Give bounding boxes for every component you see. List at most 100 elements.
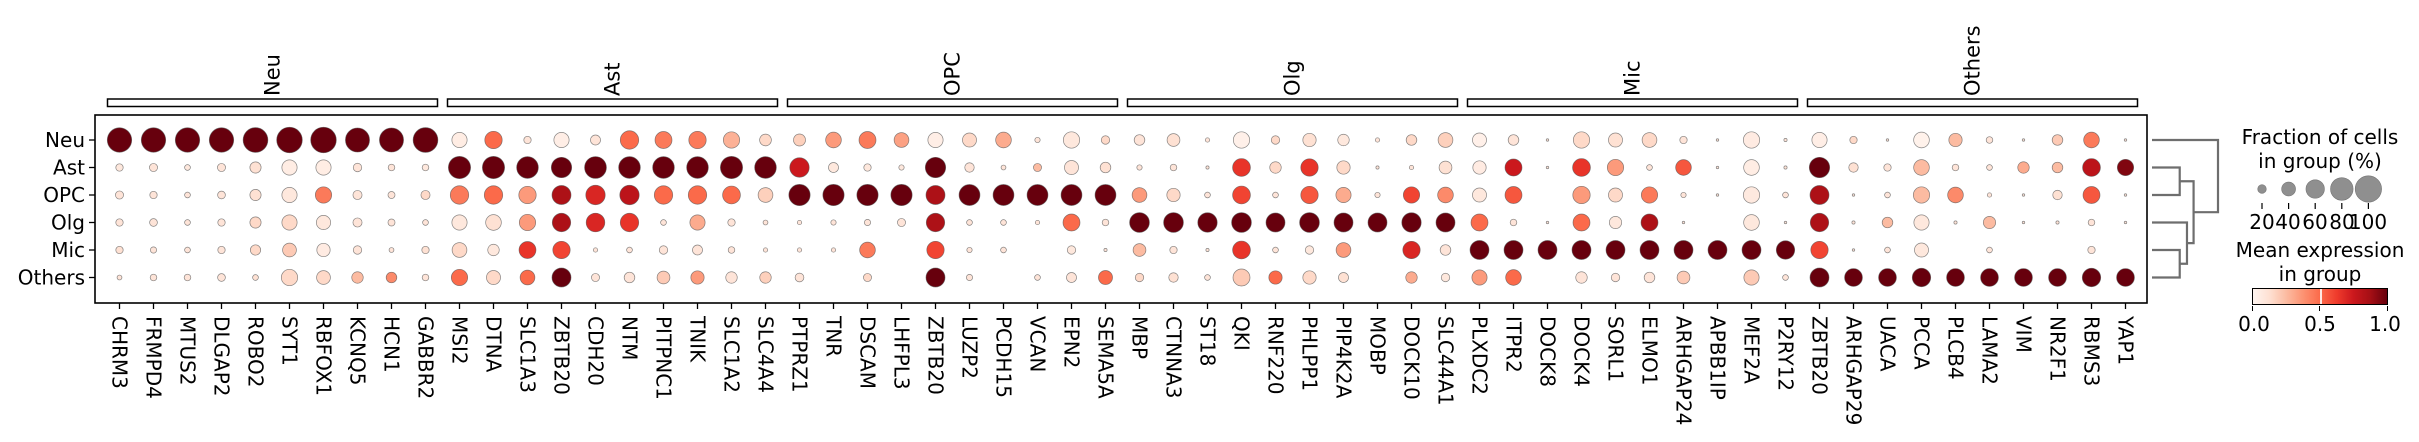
expression-dot — [619, 130, 640, 150]
expression-dot — [422, 219, 429, 226]
expression-dot — [316, 270, 331, 285]
expression-dot — [2014, 268, 2033, 287]
expression-dot — [249, 244, 262, 256]
group-bracket-olg — [1126, 98, 1459, 108]
colorbar-tick-0 — [2252, 306, 2254, 311]
gene-label: ZBTB20 — [1808, 316, 1832, 395]
expression-dot — [796, 219, 803, 226]
expression-dot — [762, 247, 769, 253]
expression-dot — [1507, 134, 1520, 146]
gene-label: CTNNA3 — [1162, 316, 1186, 399]
expression-dot — [486, 270, 501, 285]
expression-dot — [1066, 245, 1077, 255]
row-label-neu: Neu — [45, 128, 85, 152]
expression-dot — [1367, 212, 1388, 233]
color-legend-title: Mean expression in group — [2236, 238, 2405, 286]
expression-dot — [1302, 270, 1317, 285]
size-legend-value-20: 20 — [2249, 210, 2275, 234]
expression-dot — [1000, 219, 1007, 226]
expression-dot — [1545, 220, 1550, 225]
group-bracket-neu — [106, 98, 439, 108]
expression-dot — [1374, 191, 1381, 199]
expression-dot — [1232, 268, 1251, 287]
expression-dot — [1272, 246, 1279, 254]
expression-dot — [1100, 135, 1111, 145]
expression-dot — [1374, 137, 1381, 143]
expression-dot — [1299, 212, 1320, 233]
expression-dot — [1439, 244, 1452, 256]
expression-dot — [1913, 214, 1930, 231]
expression-dot — [2052, 189, 2063, 201]
expression-dot — [1300, 185, 1319, 205]
gene-label: P2RY12 — [1774, 316, 1798, 391]
expression-dot — [964, 162, 975, 173]
expression-dot — [1504, 186, 1523, 204]
expression-dot — [2081, 267, 2102, 288]
expression-dot — [451, 242, 468, 258]
gene-label: PIP4K2A — [1332, 316, 1356, 399]
expression-dot — [1741, 240, 1762, 260]
expression-dot — [1197, 212, 1218, 233]
expression-dot — [1204, 191, 1211, 199]
dendrogram-branch — [2152, 221, 2189, 265]
expression-dot — [689, 214, 706, 231]
expression-dot — [690, 270, 705, 285]
expression-dot — [388, 247, 395, 253]
expression-dot — [1809, 212, 1830, 233]
expression-dot — [1304, 245, 1315, 255]
expression-dot — [1064, 160, 1079, 175]
row-label-opc: OPC — [43, 183, 85, 207]
expression-dot — [859, 241, 876, 259]
expression-dot — [1575, 271, 1588, 284]
expression-dot — [1472, 160, 1487, 175]
expression-dot — [1986, 164, 1993, 171]
gene-label: MEF2A — [1740, 316, 1764, 384]
expression-dot — [1098, 270, 1113, 285]
expression-dot — [1608, 132, 1623, 148]
expression-dot — [1715, 138, 1720, 142]
expression-dot — [1000, 164, 1007, 171]
gene-label: KCNQ5 — [346, 316, 370, 385]
size-legend-dot — [2305, 179, 2325, 199]
expression-dot — [448, 156, 471, 179]
expression-dot — [1062, 213, 1081, 232]
expression-dot — [1675, 159, 1692, 176]
expression-dot — [1844, 268, 1863, 287]
expression-dot — [149, 273, 158, 282]
expression-dot — [551, 212, 572, 233]
expression-dot — [2082, 158, 2101, 177]
expression-dot — [451, 214, 468, 231]
expression-dot — [217, 190, 226, 200]
expression-dot — [1408, 164, 1415, 171]
expression-dot — [1545, 165, 1550, 170]
gene-label: UACA — [1876, 316, 1900, 372]
colorbar-label-05: 0.5 — [2304, 312, 2336, 336]
gene-label: ARHGAP29 — [1842, 316, 1866, 425]
gene-label: ZBTB20 — [924, 316, 948, 395]
expression-dot — [788, 183, 811, 207]
gene-label: VIM — [2012, 316, 2036, 353]
expression-dot — [1060, 184, 1083, 206]
expression-dot — [387, 218, 396, 227]
size-legend-dot — [2354, 175, 2382, 203]
expression-dot — [1572, 158, 1591, 177]
expression-dot — [658, 245, 669, 255]
group-label-opc: OPC — [941, 52, 965, 96]
expression-dot — [1884, 246, 1891, 254]
gene-label: TNIK — [686, 315, 710, 363]
gene-label: SYT1 — [278, 316, 302, 366]
color-legend-title-line1: Mean expression — [2235, 238, 2405, 262]
size-legend-value-40: 40 — [2275, 210, 2301, 234]
expression-dot — [1472, 132, 1487, 148]
expression-dot — [1914, 242, 1929, 258]
expression-dot — [352, 217, 363, 228]
expression-dot — [828, 162, 839, 173]
expression-dot — [249, 216, 262, 229]
expression-dot — [387, 191, 396, 199]
expression-dot — [652, 156, 675, 179]
expression-dot — [449, 185, 470, 205]
expression-dot — [925, 267, 946, 288]
expression-dot — [619, 184, 640, 206]
expression-dot — [927, 132, 944, 148]
gene-label: RNF220 — [1264, 316, 1288, 395]
